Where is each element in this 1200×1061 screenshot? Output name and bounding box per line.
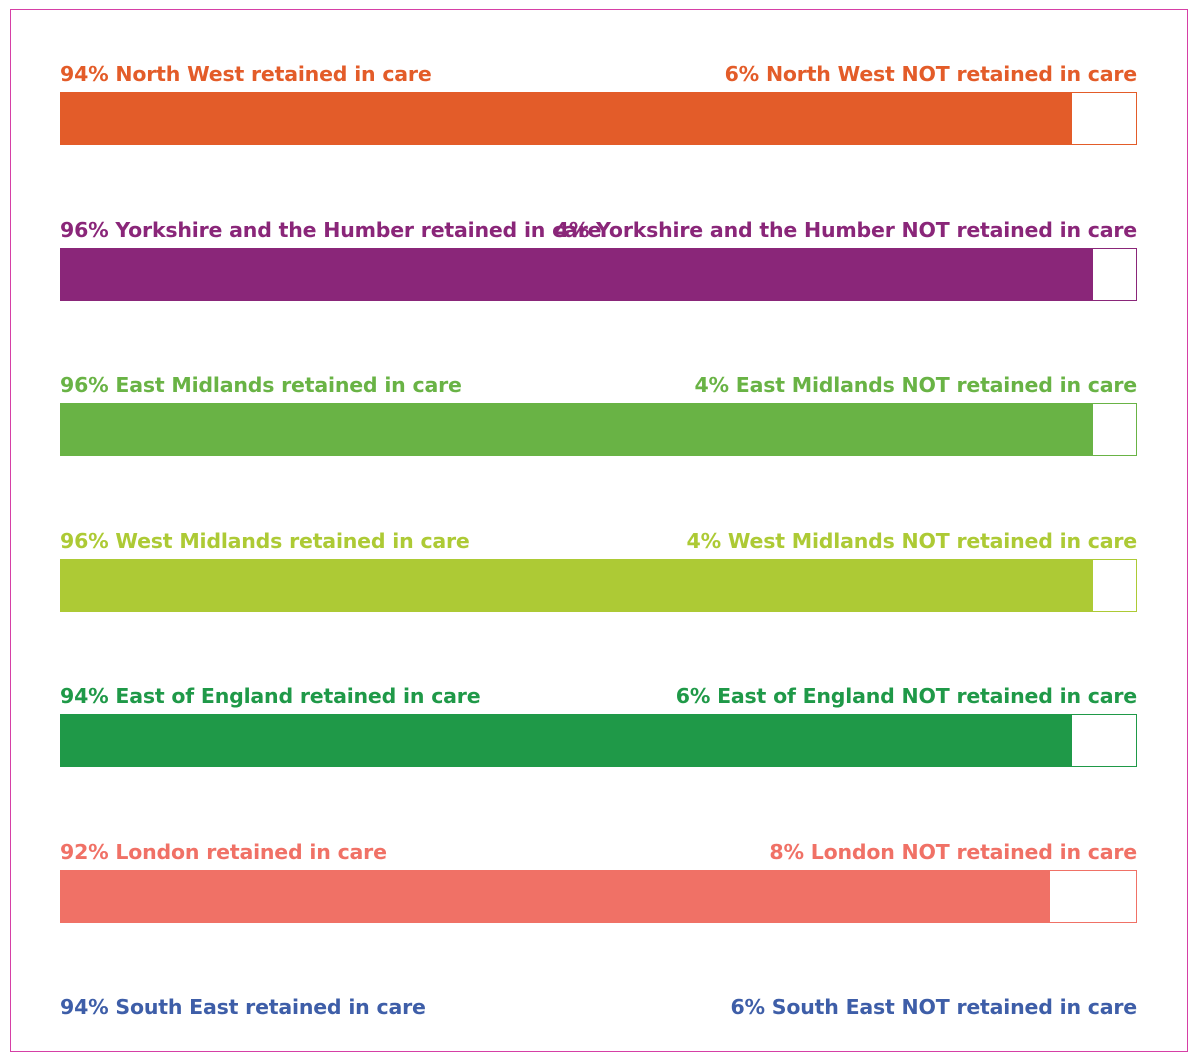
region-row: 94% East of England retained in care 6% E…	[60, 684, 1137, 774]
retained-label: 96% Yorkshire and the Humber retained in…	[60, 217, 602, 242]
retention-bar	[60, 558, 1137, 612]
retained-label: 94% South East retained in care	[60, 995, 426, 1019]
region-row: 96% Yorkshire and the Humber retained in…	[60, 218, 1137, 308]
not-retained-label: 4% Yorkshire and the Humber NOT retained…	[554, 217, 1137, 242]
chart-frame	[10, 9, 1188, 1052]
region-row: 94% South East retained in care 6% South …	[60, 995, 1137, 1025]
retained-label: 96% West Midlands retained in care	[60, 528, 470, 553]
retained-bar-fill	[61, 404, 1093, 455]
retention-bar	[60, 92, 1137, 145]
region-row: 92% London retained in care 8% London NOT…	[60, 840, 1137, 930]
not-retained-label: 4% West Midlands NOT retained in care	[686, 528, 1138, 553]
not-retained-label: 6% South East NOT retained in care	[730, 995, 1137, 1019]
retained-bar-fill	[61, 870, 1050, 922]
retention-bar	[60, 403, 1137, 456]
retained-bar-fill	[61, 248, 1093, 300]
not-retained-label: 6% North West NOT retained in care	[724, 62, 1138, 86]
retained-label: 94% North West retained in care	[60, 62, 432, 86]
retained-bar-fill	[61, 559, 1093, 611]
not-retained-label: 4% East Midlands NOT retained in care	[694, 373, 1137, 397]
region-row: 96% East Midlands retained in care 4% Eas…	[60, 373, 1137, 463]
retained-bar-fill	[61, 93, 1072, 144]
retained-label: 92% London retained in care	[60, 839, 387, 864]
not-retained-label: 6% East of England NOT retained in care	[675, 684, 1137, 708]
retention-bar	[60, 869, 1137, 923]
not-retained-label: 8% London NOT retained in care	[769, 839, 1137, 864]
retention-bar	[60, 714, 1137, 767]
region-row: 96% West Midlands retained in care 4% Wes…	[60, 529, 1137, 619]
retained-label: 96% East Midlands retained in care	[60, 373, 462, 397]
retained-bar-fill	[61, 715, 1072, 766]
retained-label: 94% East of England retained in care	[60, 684, 481, 708]
region-row: 94% North West retained in care 6% North …	[60, 62, 1137, 152]
retention-bar	[60, 247, 1137, 301]
